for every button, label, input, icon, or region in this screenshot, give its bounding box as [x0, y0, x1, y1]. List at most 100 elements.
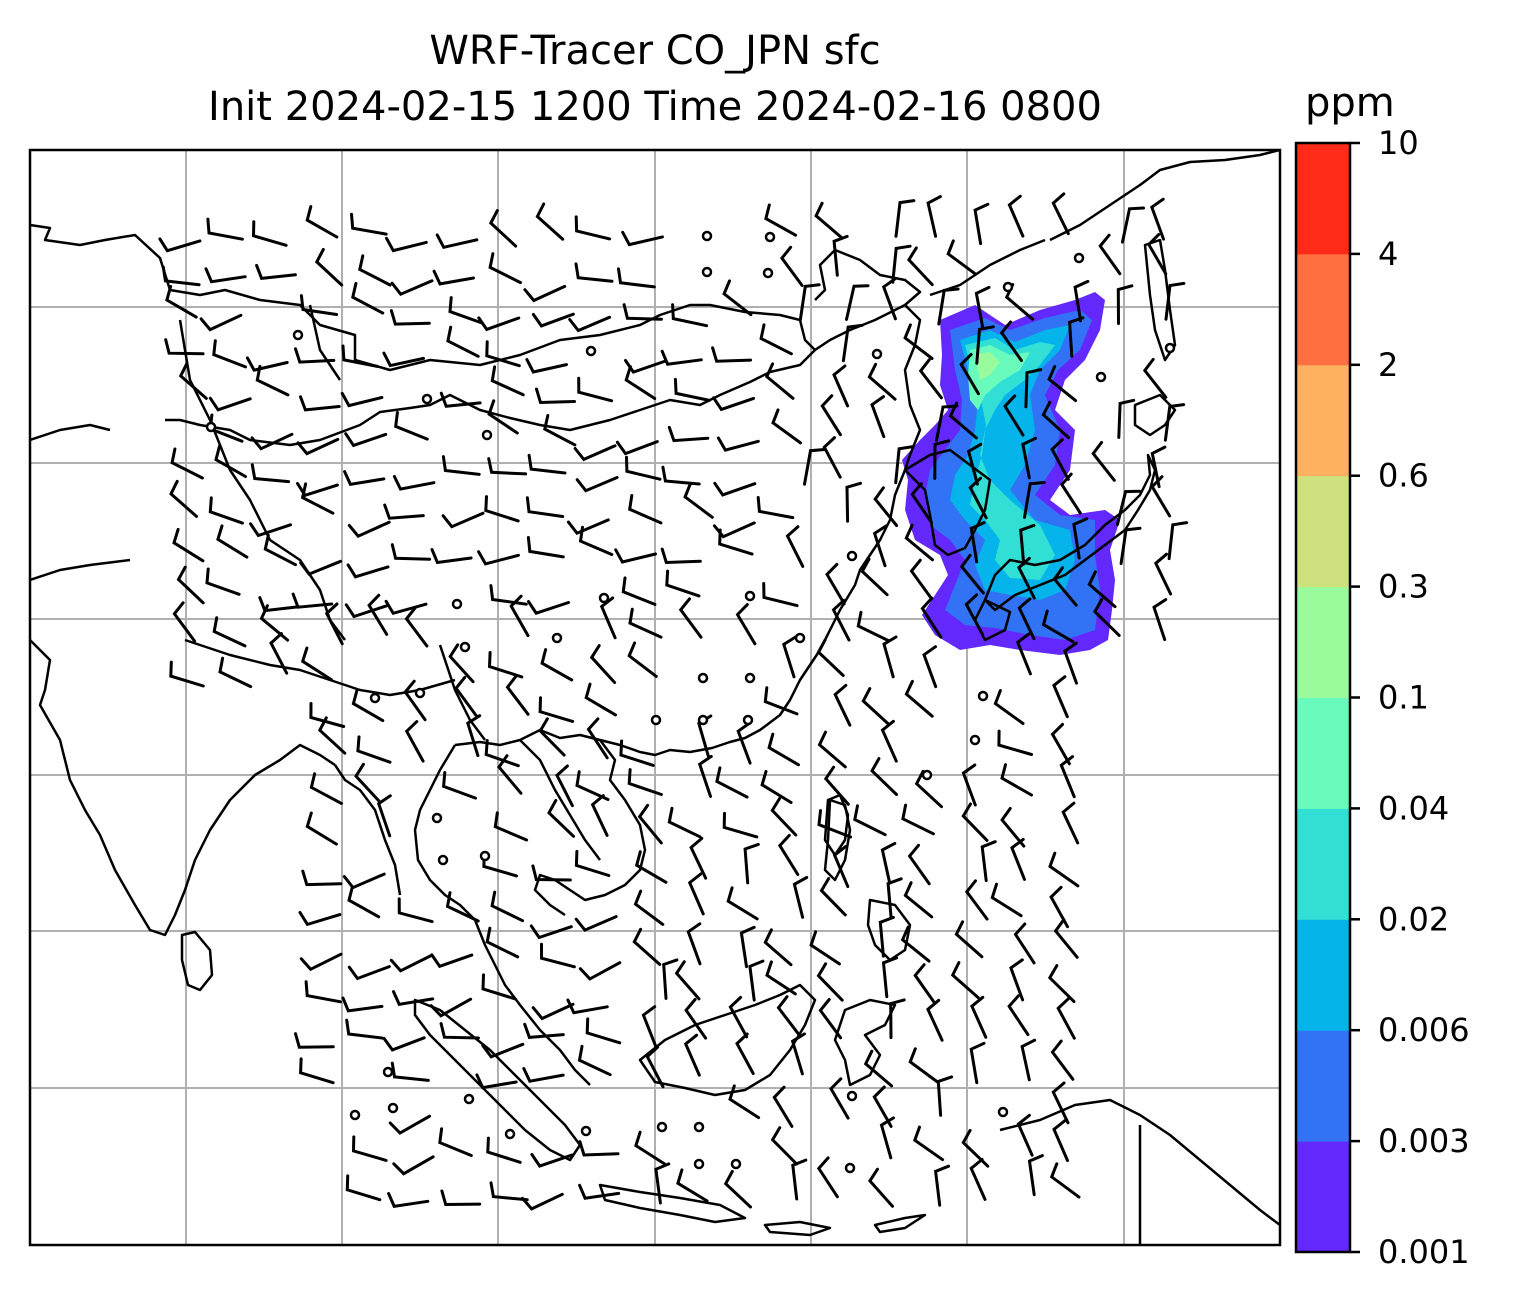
- coastline-india: [30, 639, 336, 937]
- wind-barb: [578, 1183, 621, 1200]
- wind-barb: [933, 439, 951, 480]
- wind-barb: [739, 925, 756, 969]
- wind-barb: [667, 425, 710, 443]
- calm-wind-marker: [650, 714, 662, 726]
- wind-barb: [404, 606, 429, 648]
- wind-barb: [728, 1084, 761, 1120]
- colorbar-segment: [1296, 1030, 1350, 1142]
- calm-wind-marker: [846, 1090, 858, 1102]
- wind-barb: [525, 358, 568, 374]
- wind-barb: [683, 482, 714, 519]
- colorbar-segment: [1296, 1141, 1350, 1253]
- wind-barb: [961, 802, 989, 842]
- wind-barb: [566, 998, 609, 1015]
- calm-wind-marker: [437, 854, 449, 866]
- wind-barb: [590, 794, 609, 837]
- wind-barb: [304, 980, 343, 1004]
- wind-barb: [586, 717, 609, 760]
- wind-barb: [526, 536, 565, 559]
- colorbar-tick-label: 2: [1378, 346, 1398, 384]
- wind-barb: [488, 209, 518, 248]
- wind-barb: [791, 1158, 808, 1201]
- wind-barbs: [158, 192, 1189, 1211]
- wind-barb: [390, 543, 432, 561]
- wind-barb: [486, 1136, 522, 1164]
- wind-barb: [633, 889, 665, 926]
- wind-barb: [531, 864, 572, 882]
- wind-barb: [585, 1017, 622, 1045]
- plume-level-6: [975, 352, 1000, 380]
- wind-barb: [529, 924, 573, 940]
- wind-barb: [825, 562, 846, 606]
- wind-barb: [440, 1189, 482, 1207]
- wind-barb: [687, 872, 705, 916]
- wind-barb: [881, 956, 899, 999]
- wind-barb: [1150, 475, 1172, 518]
- wind-barb: [509, 594, 530, 638]
- wind-barb: [1053, 918, 1079, 959]
- wind-barb: [387, 1192, 430, 1209]
- wind-barb: [523, 1022, 565, 1039]
- wind-barb: [347, 965, 391, 981]
- calm-wind-marker: [977, 690, 989, 702]
- wind-barb: [249, 522, 292, 538]
- wind-barb: [1087, 570, 1117, 609]
- wind-barb: [169, 660, 205, 688]
- wind-barb: [454, 675, 478, 718]
- wind-barb: [959, 553, 985, 595]
- calm-wind-marker: [656, 1121, 668, 1133]
- calm-wind-marker: [701, 266, 713, 278]
- wind-barb: [918, 358, 943, 400]
- wind-barb: [1010, 837, 1026, 881]
- wind-barb: [661, 465, 701, 486]
- wind-barb: [829, 1077, 850, 1120]
- wind-barb: [903, 323, 934, 360]
- coastline-indochina: [413, 744, 591, 1086]
- wind-barb: [856, 610, 891, 643]
- wind-barb: [936, 1075, 954, 1117]
- wind-barb: [785, 525, 805, 568]
- wind-barb: [762, 582, 799, 608]
- wind-barb: [748, 959, 765, 1002]
- wind-barb: [435, 233, 479, 250]
- wind-barb: [634, 850, 668, 884]
- wind-barb: [1007, 994, 1030, 1037]
- wind-barb: [212, 616, 247, 648]
- wind-barb: [1017, 556, 1036, 600]
- wind-barb: [298, 911, 342, 927]
- colorbar-unit-label: ppm: [1305, 80, 1395, 126]
- wind-barb: [477, 316, 521, 332]
- wind-barb: [575, 476, 619, 493]
- wind-barb: [158, 237, 202, 253]
- wind-barb: [712, 521, 756, 539]
- calm-wind-marker: [414, 687, 426, 699]
- wind-barb: [208, 396, 252, 412]
- calm-wind-marker: [921, 769, 933, 781]
- wind-barb: [568, 315, 612, 333]
- wind-barb: [627, 768, 663, 796]
- calm-wind-marker: [382, 1066, 394, 1078]
- wind-barb: [1007, 194, 1025, 238]
- wind-barb: [935, 404, 959, 442]
- wind-barb: [269, 632, 289, 675]
- wind-barb: [948, 401, 978, 440]
- wind-barb: [543, 414, 577, 447]
- coastline-borneo: [638, 983, 817, 1097]
- wind-barb: [671, 303, 709, 328]
- wind-barb: [879, 1116, 895, 1160]
- wind-barb: [1052, 566, 1078, 607]
- colorbar-segment: [1296, 364, 1350, 477]
- wind-barb: [1048, 851, 1080, 888]
- wind-barb: [392, 1155, 435, 1176]
- calm-wind-marker: [463, 1093, 475, 1105]
- wind-barb: [889, 998, 906, 1040]
- wind-barb: [403, 679, 427, 722]
- wind-barb: [969, 521, 986, 564]
- wind-barb: [206, 217, 244, 241]
- wind-barb: [538, 696, 575, 723]
- wind-barb: [621, 230, 664, 247]
- wind-barb: [624, 365, 657, 400]
- wind-barb: [870, 757, 898, 796]
- wind-barb: [392, 990, 435, 1006]
- wind-barb: [1117, 398, 1136, 439]
